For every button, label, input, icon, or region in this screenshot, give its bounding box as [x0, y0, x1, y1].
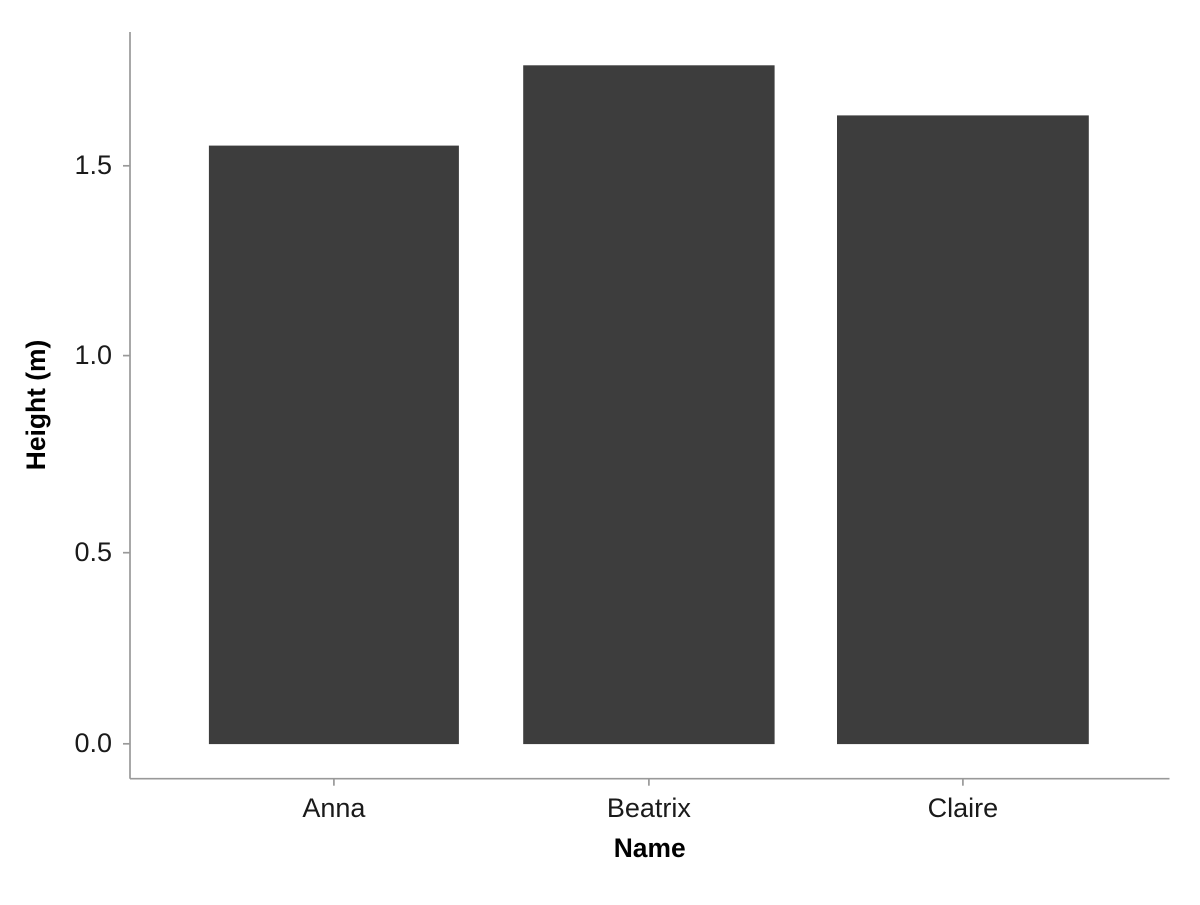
svg-text:Anna: Anna	[302, 793, 366, 823]
svg-text:0.0: 0.0	[74, 728, 112, 758]
svg-text:Name: Name	[614, 833, 686, 863]
svg-text:1.5: 1.5	[74, 150, 112, 180]
svg-text:0.5: 0.5	[74, 537, 112, 567]
svg-text:Beatrix: Beatrix	[607, 793, 692, 823]
svg-text:Height (m): Height (m)	[21, 340, 51, 470]
svg-text:1.0: 1.0	[74, 340, 112, 370]
svg-text:Claire: Claire	[928, 793, 999, 823]
